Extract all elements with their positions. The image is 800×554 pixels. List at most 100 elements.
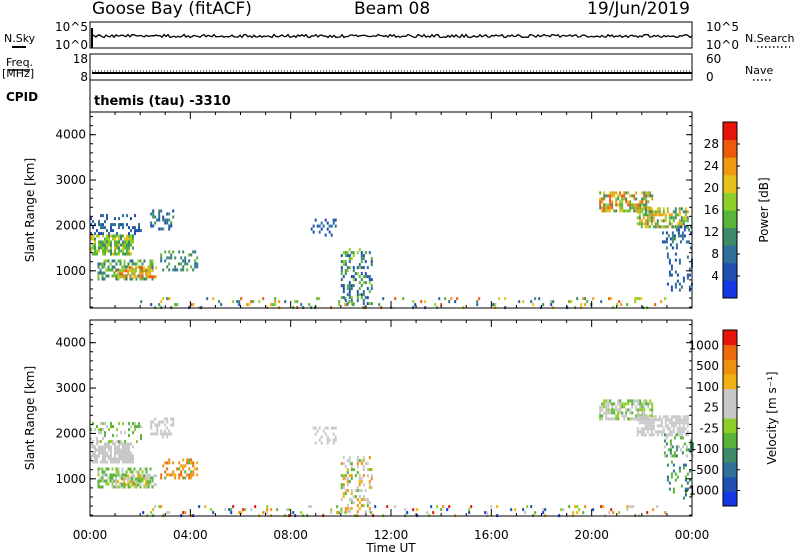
data-cell — [318, 438, 321, 442]
data-cell — [110, 425, 112, 429]
data-cell — [496, 505, 499, 509]
data-cell — [352, 303, 355, 307]
data-cell — [115, 467, 118, 471]
data-cell — [118, 240, 120, 244]
data-cell — [128, 454, 130, 458]
data-cell — [113, 274, 116, 278]
data-cell — [642, 427, 645, 431]
data-cell — [102, 214, 104, 218]
data-cell — [126, 252, 128, 256]
data-cell — [129, 277, 132, 281]
data-cell — [100, 214, 102, 218]
data-cell — [160, 227, 163, 231]
data-cell — [649, 399, 652, 403]
data-cell — [153, 483, 156, 487]
data-cell — [168, 250, 171, 254]
data-cell — [102, 234, 104, 238]
data-cell — [120, 440, 122, 444]
data-cell — [168, 256, 171, 260]
data-cell — [160, 473, 163, 477]
data-cell — [652, 210, 655, 214]
data-cell — [366, 498, 369, 502]
data-cell — [104, 220, 106, 224]
data-cell — [680, 421, 683, 425]
data-cell — [641, 200, 644, 204]
data-cell — [686, 415, 689, 419]
data-cell — [182, 511, 185, 515]
data-cell — [96, 454, 98, 458]
data-cell — [124, 445, 126, 449]
data-cell — [152, 508, 155, 512]
data-cell — [686, 273, 689, 277]
data-cell — [123, 482, 126, 486]
data-cell — [370, 474, 373, 478]
colorbar-segment — [723, 344, 737, 360]
data-cell — [350, 465, 353, 469]
data-cell — [627, 200, 630, 204]
data-cell — [90, 454, 92, 458]
data-cell — [621, 414, 624, 418]
data-cell — [119, 275, 122, 279]
data-cell — [212, 297, 215, 301]
data-cell — [682, 279, 685, 283]
data-cell — [638, 222, 641, 226]
data-cell — [637, 411, 640, 415]
data-cell — [184, 511, 187, 515]
data-cell — [654, 225, 657, 229]
data-cell — [684, 421, 687, 425]
data-cell — [617, 402, 620, 406]
colorbar-segment — [723, 432, 737, 448]
data-cell — [194, 262, 197, 266]
data-cell — [368, 281, 371, 285]
data-cell — [196, 467, 199, 471]
data-cell — [671, 454, 674, 458]
data-cell — [642, 433, 645, 437]
data-cell — [617, 399, 620, 403]
data-cell — [344, 251, 347, 255]
data-cell — [116, 440, 118, 444]
data-cell — [649, 194, 652, 198]
data-cell — [168, 218, 171, 222]
data-cell — [100, 451, 102, 455]
data-cell — [663, 433, 666, 437]
data-cell — [160, 505, 163, 509]
data-cell — [668, 427, 671, 431]
x-tick-label: 16:00 — [474, 528, 509, 542]
data-cell — [682, 466, 685, 470]
data-cell — [139, 259, 142, 263]
data-cell — [646, 421, 649, 425]
data-cell — [618, 511, 621, 515]
data-cell — [186, 458, 189, 462]
data-cell — [680, 484, 683, 488]
data-cell — [128, 237, 130, 241]
data-cell — [673, 234, 676, 238]
data-cell — [576, 297, 579, 301]
data-cell — [98, 448, 100, 452]
data-cell — [118, 440, 120, 444]
data-cell — [129, 477, 132, 481]
data-cell — [350, 468, 353, 472]
data-cell — [642, 421, 645, 425]
data-cell — [635, 209, 638, 213]
data-cell — [646, 511, 649, 515]
data-cell — [677, 225, 680, 229]
data-cell — [119, 483, 122, 487]
data-cell — [605, 203, 608, 207]
data-cell — [114, 217, 116, 221]
data-cell — [652, 225, 655, 229]
data-cell — [607, 209, 610, 213]
data-cell — [118, 448, 120, 452]
data-cell — [145, 483, 148, 487]
data-cell — [352, 269, 355, 273]
data-cell — [586, 300, 589, 304]
data-cell — [687, 228, 690, 232]
data-cell — [92, 226, 94, 230]
data-cell — [648, 207, 651, 211]
data-cell — [155, 266, 158, 270]
data-cell — [368, 468, 371, 472]
data-cell — [360, 296, 363, 300]
data-cell — [94, 240, 96, 244]
data-cell — [636, 210, 639, 214]
data-cell — [580, 303, 583, 307]
